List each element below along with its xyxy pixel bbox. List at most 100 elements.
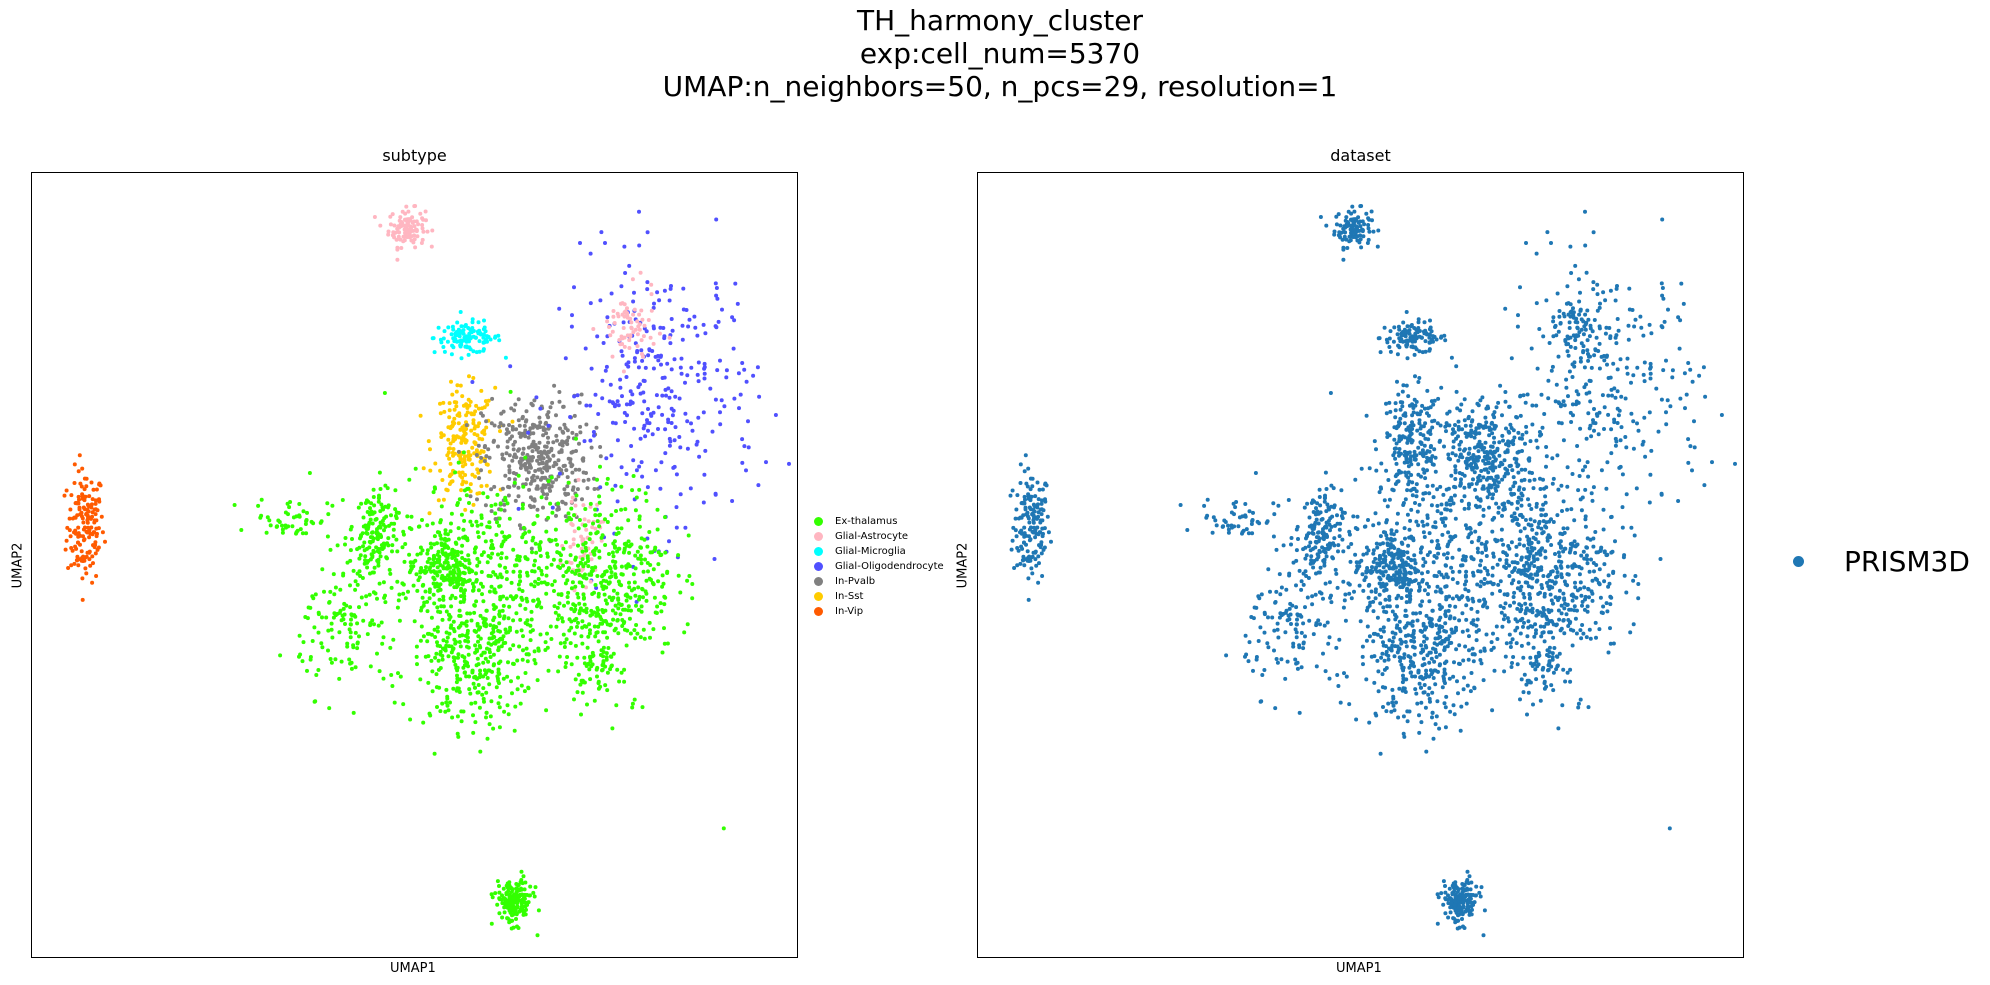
cell-point — [297, 514, 302, 519]
cell-point — [1528, 517, 1533, 522]
cell-point — [1024, 481, 1029, 486]
cell-point — [1432, 447, 1437, 452]
cell-point — [1483, 461, 1488, 466]
cell-point — [525, 570, 529, 575]
cell-point — [1233, 505, 1238, 510]
cell-point — [436, 609, 441, 614]
cell-point — [632, 580, 637, 585]
cell-point — [381, 580, 386, 585]
cell-point — [1395, 352, 1400, 357]
cell-point — [1430, 419, 1435, 424]
cell-point — [434, 651, 439, 656]
cell-point — [545, 412, 550, 417]
cell-point — [370, 618, 375, 623]
cell-point — [1480, 395, 1485, 400]
cell-point — [1612, 386, 1617, 391]
cell-point — [1240, 530, 1245, 535]
cell-point — [611, 559, 615, 564]
cell-point — [523, 671, 528, 675]
cell-point — [558, 641, 563, 646]
cell-point — [518, 569, 523, 574]
cell-point — [435, 640, 439, 645]
cell-point — [613, 575, 618, 580]
cell-point — [454, 404, 459, 409]
cell-point — [622, 244, 627, 249]
cell-point — [467, 374, 471, 379]
cell-point — [595, 519, 600, 524]
cell-point — [1404, 344, 1409, 349]
cell-point — [1321, 535, 1326, 540]
cell-point — [432, 534, 437, 539]
cell-point — [387, 523, 391, 528]
cell-point — [1422, 320, 1427, 325]
cell-point — [459, 719, 464, 724]
cell-point — [676, 573, 681, 578]
cell-point — [527, 529, 532, 534]
cell-point — [348, 548, 353, 553]
cell-point — [596, 608, 600, 612]
cell-point — [471, 421, 476, 426]
cell-point — [495, 879, 500, 884]
cell-point — [532, 584, 537, 589]
cell-point — [497, 614, 502, 619]
cell-point — [622, 344, 627, 349]
cell-point — [521, 874, 526, 879]
cell-point — [1303, 556, 1308, 561]
cell-point — [1405, 324, 1410, 329]
cell-point — [631, 474, 636, 478]
cell-point — [587, 572, 592, 577]
cell-point — [545, 554, 550, 559]
cell-point — [1205, 497, 1210, 502]
cell-point — [1033, 494, 1038, 499]
cell-point — [444, 487, 449, 492]
cell-point — [610, 329, 615, 334]
cell-point — [97, 497, 101, 502]
cell-point — [1414, 482, 1419, 487]
cell-point — [1435, 487, 1440, 492]
cell-point — [1323, 524, 1328, 529]
cell-point — [574, 449, 578, 453]
cell-point — [1619, 394, 1624, 399]
cell-point — [1420, 403, 1425, 408]
cell-point — [1623, 396, 1628, 401]
cell-point — [357, 556, 362, 561]
cell-point — [589, 557, 594, 562]
cell-point — [612, 404, 617, 409]
cell-point — [440, 547, 445, 552]
cell-point — [604, 619, 609, 624]
legend-marker — [814, 592, 823, 601]
cell-point — [594, 425, 599, 430]
cell-point — [500, 456, 505, 461]
cell-point — [559, 616, 564, 621]
cell-point — [1702, 483, 1707, 488]
cell-point — [358, 574, 363, 578]
cell-point — [1659, 397, 1664, 402]
cell-point — [593, 526, 598, 531]
cell-point — [447, 552, 452, 557]
cell-point — [365, 546, 369, 551]
cell-point — [485, 560, 490, 565]
cell-point — [484, 454, 489, 459]
cell-point — [1481, 475, 1486, 480]
legend-item-ex-thalamus: Ex-thalamus — [814, 514, 944, 529]
cell-point — [1474, 495, 1479, 500]
cell-point — [573, 643, 578, 648]
cell-point — [338, 608, 343, 613]
cell-point — [90, 554, 95, 559]
cell-point — [1634, 486, 1639, 491]
cell-point — [414, 219, 419, 224]
cell-point — [331, 572, 336, 577]
cell-point — [555, 507, 560, 512]
cell-point — [1340, 237, 1345, 242]
cell-point — [413, 466, 418, 471]
cell-point — [567, 617, 572, 622]
cell-point — [546, 479, 551, 484]
cell-point — [538, 540, 543, 545]
cell-point — [1387, 345, 1392, 349]
cell-point — [1670, 375, 1675, 380]
cell-point — [1537, 430, 1542, 434]
cell-point — [643, 365, 648, 370]
cell-point — [1565, 349, 1570, 354]
cell-point — [1408, 456, 1413, 461]
cell-point — [1681, 301, 1686, 306]
